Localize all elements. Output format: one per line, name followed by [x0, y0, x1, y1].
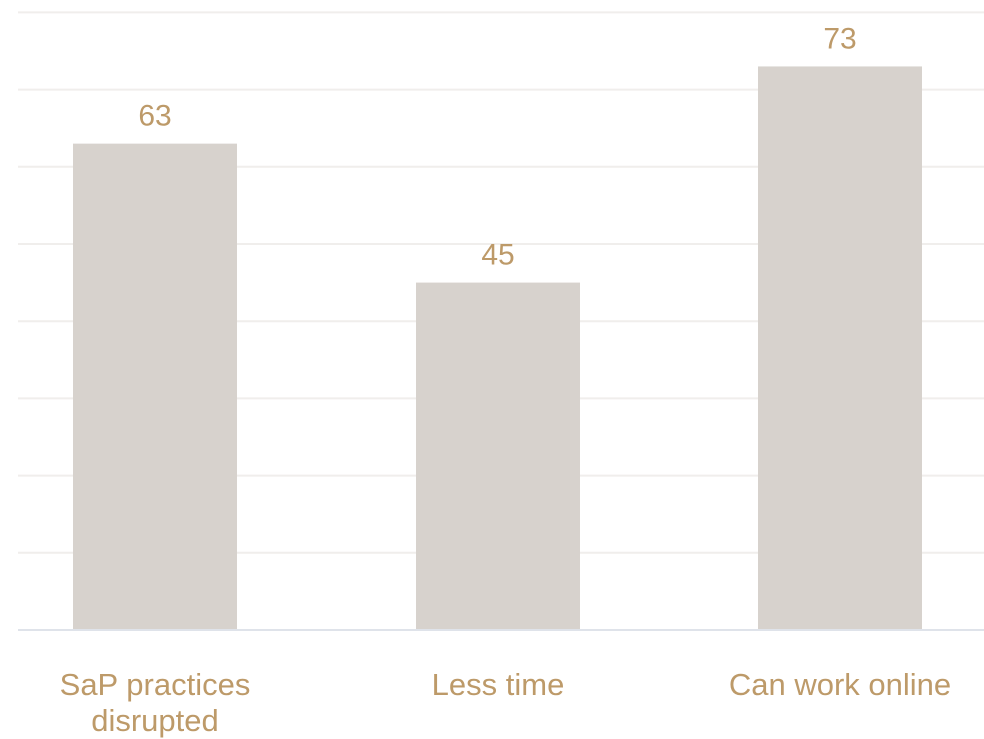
chart-bars	[73, 66, 922, 630]
category-label: SaP practices	[60, 667, 251, 702]
bar	[758, 66, 922, 630]
bar	[416, 282, 580, 630]
category-label: Can work online	[729, 667, 951, 702]
bar	[73, 143, 237, 630]
value-labels: 63 45 73	[138, 22, 856, 271]
bar-value-label: 45	[481, 239, 514, 272]
category-label: disrupted	[91, 703, 219, 738]
bar-value-label: 73	[823, 22, 856, 55]
category-label: Less time	[432, 667, 565, 702]
bar-value-label: 63	[138, 100, 171, 133]
